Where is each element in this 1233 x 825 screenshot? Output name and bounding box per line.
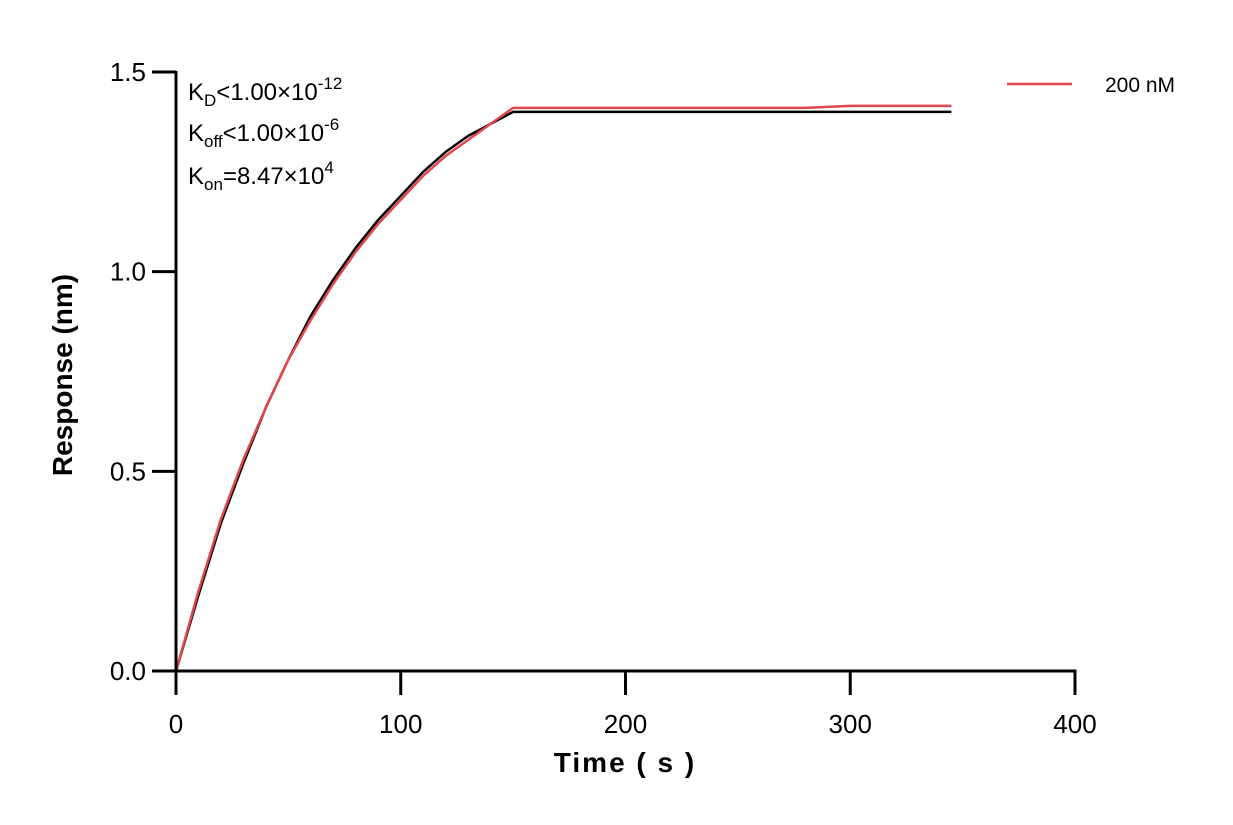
y-axis-title: Response (nm) xyxy=(47,274,78,476)
series-layer xyxy=(174,104,952,672)
koff-sub: off xyxy=(204,132,223,151)
axes-layer: 0.0 0.5 1.0 1.5 0 100 200 300 400 xyxy=(110,57,1097,739)
x-tick-label: 100 xyxy=(379,709,422,739)
x-axis-title: Time ( s ) xyxy=(554,747,696,778)
kd-base: K xyxy=(188,79,204,106)
kon-sub: on xyxy=(204,175,223,194)
series-line-200nm xyxy=(174,104,952,672)
y-tick-label: 1.5 xyxy=(110,57,146,87)
kon-exponent: 4 xyxy=(324,158,333,177)
y-tick-label: 1.0 xyxy=(110,257,146,287)
kd-sub: D xyxy=(204,91,216,110)
kon-base: K xyxy=(188,163,204,190)
koff-annotation: Koff<1.00×10-6 xyxy=(188,115,339,151)
kd-annotation: KD<1.00×10-12 xyxy=(188,74,342,110)
x-tick-label: 0 xyxy=(169,709,183,739)
kd-exponent: -12 xyxy=(318,74,343,93)
x-tick-label: 400 xyxy=(1053,709,1096,739)
y-tick-label: 0.0 xyxy=(110,656,146,686)
x-tick-label: 200 xyxy=(604,709,647,739)
fit-curve-line xyxy=(174,110,952,672)
koff-value: <1.00×10 xyxy=(223,120,324,147)
x-tick-label: 300 xyxy=(829,709,872,739)
kd-value: <1.00×10 xyxy=(216,79,317,106)
kon-value: =8.47×10 xyxy=(223,163,324,190)
koff-exponent: -6 xyxy=(324,115,339,134)
y-tick-label: 0.5 xyxy=(110,456,146,486)
legend: 200 nM xyxy=(1007,74,1175,97)
legend-label-200nm: 200 nM xyxy=(1105,74,1175,97)
kon-annotation: Kon=8.47×104 xyxy=(188,158,334,194)
koff-base: K xyxy=(188,120,204,147)
